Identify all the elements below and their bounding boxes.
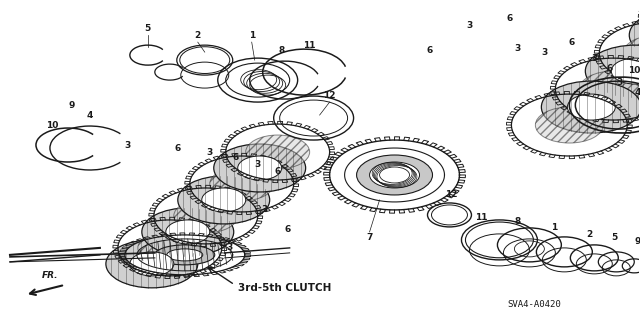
Text: 6: 6 [232, 152, 239, 161]
Text: 3: 3 [227, 243, 233, 252]
Text: 3: 3 [125, 140, 131, 150]
Ellipse shape [623, 35, 640, 71]
Text: 6: 6 [175, 144, 181, 152]
Ellipse shape [155, 245, 215, 265]
Ellipse shape [202, 188, 246, 212]
Text: 12: 12 [323, 91, 336, 100]
Text: 5: 5 [145, 24, 151, 33]
Ellipse shape [586, 45, 640, 97]
Ellipse shape [579, 71, 640, 107]
Text: 10: 10 [628, 66, 640, 75]
Ellipse shape [611, 58, 640, 84]
Ellipse shape [138, 231, 202, 265]
Text: 2: 2 [195, 31, 201, 40]
Ellipse shape [541, 81, 640, 133]
Ellipse shape [106, 240, 198, 288]
Text: 6: 6 [506, 14, 513, 23]
Text: 9: 9 [68, 100, 75, 109]
Text: 4: 4 [634, 88, 640, 97]
Ellipse shape [246, 135, 310, 169]
Text: 7: 7 [366, 234, 372, 242]
Text: 3: 3 [255, 160, 261, 169]
Text: 11: 11 [475, 213, 488, 222]
Ellipse shape [178, 176, 269, 224]
Text: SVA4-A0420: SVA4-A0420 [508, 300, 561, 309]
Text: 9: 9 [634, 237, 640, 246]
Ellipse shape [629, 9, 640, 61]
Text: 3: 3 [262, 205, 268, 214]
Text: 3: 3 [467, 21, 472, 30]
Ellipse shape [210, 167, 274, 201]
Text: 3: 3 [515, 44, 520, 53]
Ellipse shape [536, 107, 604, 143]
Text: FR.: FR. [42, 271, 58, 280]
Ellipse shape [142, 208, 234, 256]
Text: 3: 3 [616, 78, 623, 86]
Text: 3: 3 [207, 147, 213, 157]
Ellipse shape [214, 144, 306, 192]
Ellipse shape [167, 249, 203, 261]
Text: 8: 8 [278, 46, 285, 55]
Text: 1: 1 [248, 31, 255, 40]
Ellipse shape [369, 162, 419, 188]
Ellipse shape [174, 199, 237, 233]
Text: 3: 3 [591, 54, 597, 63]
Ellipse shape [567, 94, 615, 120]
Ellipse shape [237, 156, 282, 180]
Ellipse shape [130, 252, 174, 276]
Ellipse shape [356, 155, 433, 195]
Text: 2: 2 [586, 230, 593, 240]
Text: 6: 6 [568, 38, 575, 47]
Text: 12: 12 [445, 190, 458, 199]
Text: 4: 4 [86, 111, 93, 120]
Text: 5: 5 [611, 234, 618, 242]
Text: 1: 1 [551, 223, 557, 233]
Text: 6: 6 [606, 63, 612, 73]
Text: 6: 6 [285, 226, 291, 234]
Text: 6: 6 [275, 167, 281, 176]
Text: 8: 8 [515, 218, 520, 226]
Text: 6: 6 [426, 46, 433, 55]
Text: 10: 10 [45, 121, 58, 130]
Text: 3rd-5th CLUTCH: 3rd-5th CLUTCH [237, 283, 331, 293]
Ellipse shape [166, 220, 210, 244]
Text: 3: 3 [541, 48, 547, 57]
Text: 11: 11 [303, 41, 316, 50]
